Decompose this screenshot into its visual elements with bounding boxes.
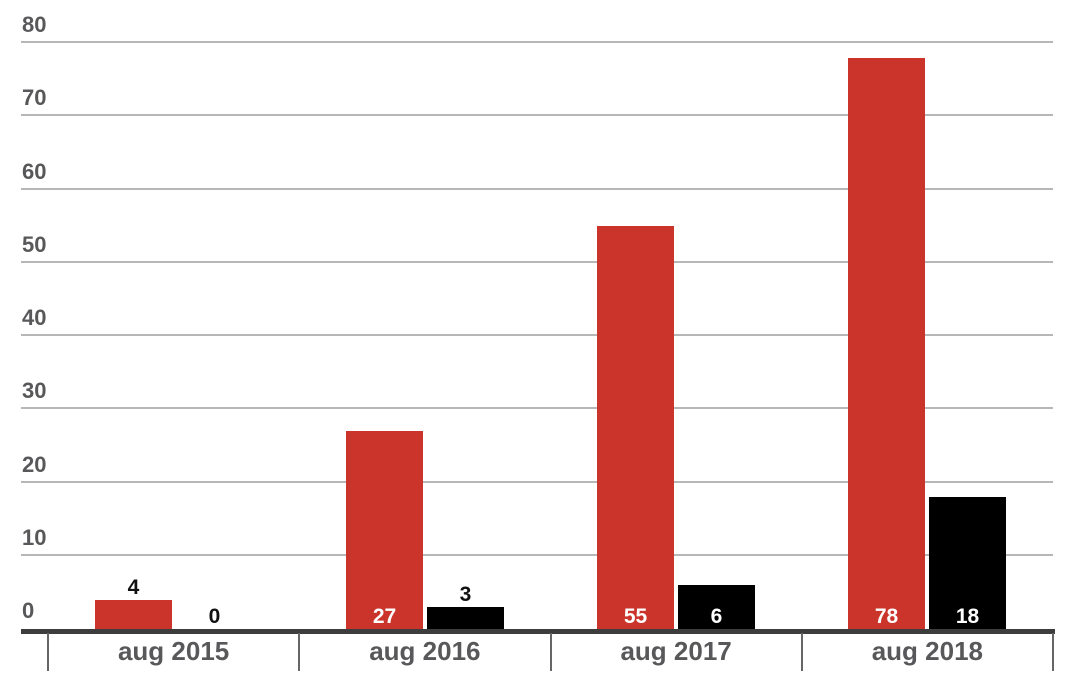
bar-red-aug-2018 [848, 58, 925, 629]
gridline [21, 554, 1053, 556]
x-axis-tick [298, 633, 300, 671]
category-label-aug-2017: aug 2017 [620, 636, 732, 666]
y-axis-tick-label: 0 [22, 598, 35, 623]
gridline [21, 407, 1053, 409]
value-label-red-aug-2018: 78 [874, 604, 899, 628]
bar-black-aug-2017 [678, 585, 755, 629]
y-axis-tick-label: 60 [22, 158, 47, 184]
value-label-red-aug-2015: 4 [127, 575, 140, 599]
gridline [21, 114, 1053, 116]
x-axis-baseline [21, 629, 1055, 634]
x-axis-tick [801, 633, 803, 671]
gridline [21, 188, 1053, 190]
gridline [21, 481, 1053, 483]
gridline [21, 41, 1053, 43]
value-label-red-aug-2017: 55 [623, 604, 648, 628]
x-axis-tick [47, 633, 49, 671]
y-axis-tick-label: 10 [22, 524, 47, 550]
x-axis-tick [550, 633, 552, 671]
y-axis-tick-label: 70 [22, 85, 47, 111]
bar-red-aug-2016 [346, 431, 423, 629]
value-label-black-aug-2015: 0 [208, 604, 221, 628]
value-label-black-aug-2018: 18 [955, 604, 980, 628]
bar-black-aug-2018 [929, 497, 1006, 629]
value-label-black-aug-2017: 6 [710, 604, 723, 628]
y-axis-tick-label: 80 [22, 12, 47, 37]
bar-red-aug-2017 [597, 226, 674, 629]
category-label-aug-2015: aug 2015 [117, 636, 230, 666]
y-axis-tick-label: 20 [22, 451, 47, 477]
bar-red-aug-2015 [95, 600, 172, 629]
gridline [21, 334, 1053, 336]
category-label-aug-2018: aug 2018 [871, 636, 984, 666]
value-label-red-aug-2016: 27 [372, 604, 397, 628]
category-label-aug-2016: aug 2016 [369, 636, 481, 666]
gridline [21, 261, 1053, 263]
y-axis-tick-label: 30 [22, 378, 47, 404]
x-axis-tick [1052, 633, 1054, 671]
bar-black-aug-2016 [427, 607, 504, 629]
y-axis-tick-label: 50 [22, 231, 47, 257]
y-axis-tick-label: 40 [22, 305, 47, 330]
value-label-black-aug-2016: 3 [459, 582, 472, 606]
